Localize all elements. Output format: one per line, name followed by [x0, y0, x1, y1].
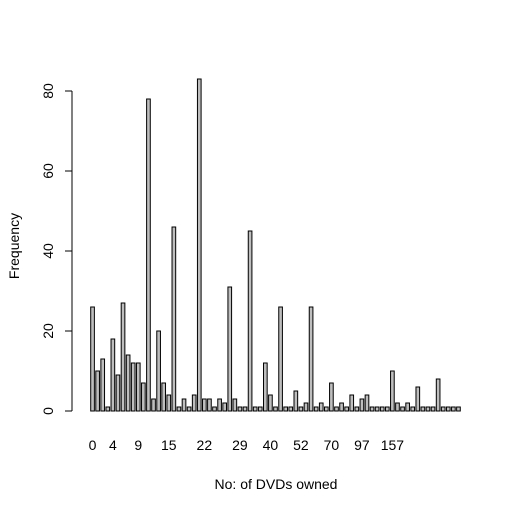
bar-6 — [120, 302, 126, 412]
bar-4 — [110, 338, 116, 412]
bar-25 — [217, 398, 222, 412]
bar-19 — [186, 406, 192, 412]
bar-41 — [298, 406, 304, 412]
bar-13 — [156, 330, 161, 412]
bar-69 — [440, 406, 446, 412]
bar-0 — [90, 306, 95, 412]
bar-53 — [359, 398, 365, 412]
bar-59 — [390, 370, 395, 412]
bar-1 — [95, 370, 100, 412]
bar-52 — [354, 406, 360, 412]
bar-10 — [141, 382, 146, 412]
bar-43 — [308, 306, 314, 412]
bar-55 — [369, 406, 375, 412]
bar-31 — [247, 230, 253, 412]
bar-30 — [242, 406, 248, 412]
bar-18 — [181, 398, 187, 412]
bar-2 — [100, 358, 106, 412]
y-tick-label-20: 20 — [40, 323, 56, 339]
bar-11 — [146, 98, 151, 412]
bar-65 — [420, 406, 426, 412]
bar-17 — [176, 406, 182, 412]
bar-42 — [303, 402, 309, 412]
bar-7 — [125, 354, 131, 412]
bar-48 — [334, 406, 339, 412]
bar-33 — [257, 406, 263, 412]
bar-54 — [364, 394, 370, 412]
bar-36 — [273, 406, 278, 412]
bar-28 — [232, 398, 238, 412]
bar-3 — [105, 406, 111, 412]
bar-16 — [171, 226, 177, 412]
x-tick-label-29: 29 — [232, 437, 248, 453]
bar-39 — [288, 406, 294, 412]
bar-37 — [278, 306, 283, 412]
x-tick-label-22: 22 — [197, 437, 213, 453]
x-tick-label-4: 4 — [109, 437, 117, 453]
x-tick-label-97: 97 — [354, 437, 370, 453]
bar-66 — [425, 406, 431, 412]
bar-68 — [435, 378, 441, 412]
y-axis-title: Frequency — [6, 213, 22, 279]
bar-8 — [130, 362, 136, 412]
bar-67 — [430, 406, 436, 412]
bar-56 — [374, 406, 380, 412]
y-tick-label-40: 40 — [40, 243, 56, 259]
x-tick-label-0: 0 — [89, 437, 97, 453]
bar-24 — [212, 406, 217, 412]
x-tick-labels: 0 4 9 15 22 29 40 52 70 97 157 — [89, 437, 405, 453]
bar-23 — [207, 398, 212, 412]
x-tick-label-15: 15 — [161, 437, 177, 453]
bars-group — [90, 78, 461, 412]
bar-22 — [202, 398, 207, 412]
x-axis-title: No: of DVDs owned — [215, 476, 338, 492]
bar-32 — [252, 406, 258, 412]
x-tick-label-9: 9 — [134, 437, 142, 453]
bar-60 — [395, 402, 400, 412]
bar-71 — [451, 406, 456, 412]
y-tick-label-80: 80 — [40, 83, 56, 99]
bar-64 — [415, 386, 421, 412]
bar-26 — [222, 402, 228, 412]
bar-29 — [237, 406, 243, 412]
bar-46 — [323, 406, 329, 412]
bar-49 — [339, 402, 344, 412]
bar-57 — [379, 406, 385, 412]
bar-21 — [196, 78, 202, 412]
bar-20 — [191, 394, 197, 412]
bar-62 — [405, 402, 410, 412]
bar-58 — [384, 406, 390, 412]
bar-70 — [445, 406, 451, 412]
bar-72 — [456, 406, 461, 412]
x-tick-label-40: 40 — [263, 437, 279, 453]
bar-12 — [151, 398, 156, 412]
bar-38 — [283, 406, 288, 412]
bar-34 — [263, 362, 268, 412]
bar-40 — [293, 390, 299, 412]
bar-35 — [268, 394, 273, 412]
x-tick-label-70: 70 — [324, 437, 340, 453]
y-tick-label-60: 60 — [40, 163, 56, 179]
bar-15 — [166, 394, 172, 412]
x-tick-label-52: 52 — [293, 437, 309, 453]
bar-50 — [344, 406, 349, 412]
bar-61 — [400, 406, 405, 412]
bar-14 — [161, 382, 167, 412]
bar-63 — [410, 406, 416, 412]
bar-44 — [313, 406, 319, 412]
bar-47 — [329, 382, 334, 412]
x-tick-label-157: 157 — [381, 437, 405, 453]
bar-9 — [135, 362, 141, 412]
y-axis: 0 20 40 60 80 — [40, 83, 73, 415]
bar-27 — [227, 286, 233, 412]
bar-51 — [349, 394, 355, 412]
y-tick-label-0: 0 — [40, 407, 56, 415]
bar-45 — [318, 402, 324, 412]
bar-5 — [115, 374, 121, 412]
